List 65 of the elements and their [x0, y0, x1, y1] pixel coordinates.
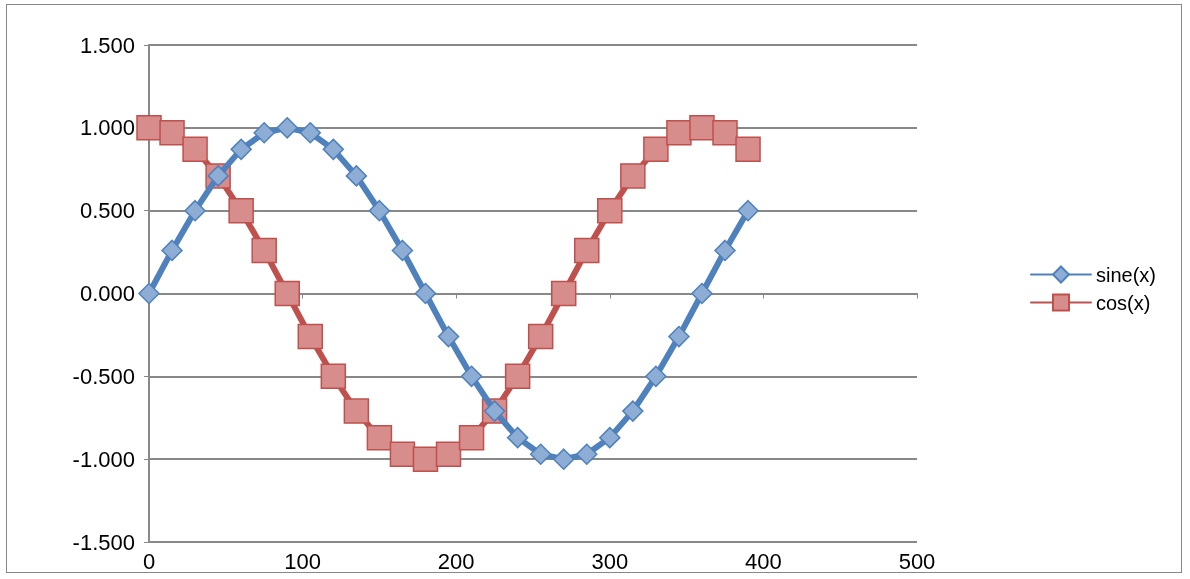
x-tick-label: 400	[745, 548, 782, 574]
point	[391, 239, 414, 262]
point	[389, 441, 416, 467]
point	[550, 280, 577, 307]
y-tick-label: 0.000	[79, 281, 135, 306]
point	[691, 282, 713, 305]
point	[643, 136, 669, 163]
point	[529, 443, 552, 465]
point	[737, 199, 759, 222]
x-tick-label: 500	[898, 548, 936, 574]
point	[599, 426, 621, 449]
point	[576, 443, 598, 465]
point	[345, 165, 368, 187]
point	[437, 325, 460, 348]
point	[297, 323, 324, 350]
point	[276, 117, 298, 139]
y-tick-label: 0.500	[79, 198, 135, 224]
point	[366, 424, 393, 451]
point	[622, 400, 644, 422]
point	[182, 136, 208, 163]
point	[435, 441, 462, 467]
point	[714, 239, 736, 262]
y-tick-label: 1.500	[79, 32, 135, 58]
point	[299, 122, 322, 144]
point	[460, 365, 483, 388]
x-tick-label: 200	[437, 548, 475, 574]
point	[689, 115, 715, 141]
point	[458, 424, 485, 451]
point	[666, 120, 692, 146]
y-tick-label: -0.500	[72, 363, 135, 389]
point	[506, 426, 529, 449]
legend-label: cos(x)	[1095, 291, 1151, 314]
point	[159, 120, 185, 146]
point	[368, 199, 391, 222]
point	[414, 282, 437, 305]
point	[184, 199, 206, 222]
point	[735, 136, 761, 163]
point	[552, 448, 575, 470]
point	[574, 237, 600, 264]
point	[274, 280, 300, 307]
point	[322, 138, 345, 161]
point	[343, 398, 370, 424]
point	[668, 325, 690, 348]
point	[138, 282, 160, 305]
point	[320, 363, 347, 390]
legend-label: sine(x)	[1095, 263, 1157, 286]
y-tick-label: -1.000	[72, 446, 135, 472]
point	[504, 363, 531, 390]
point	[136, 115, 162, 141]
point	[620, 163, 646, 189]
point	[228, 197, 254, 224]
y-tick-label: -1.500	[72, 529, 135, 555]
point	[712, 120, 738, 146]
point	[230, 138, 252, 161]
y-tick-label: 1.000	[79, 115, 135, 141]
point	[251, 237, 277, 264]
point	[412, 446, 439, 472]
point	[645, 365, 667, 388]
x-tick-label: 0	[142, 548, 156, 574]
point	[597, 197, 623, 224]
point	[161, 239, 183, 262]
x-tick-label: 300	[591, 548, 629, 574]
point	[527, 323, 554, 350]
point	[253, 122, 275, 144]
x-tick-label: 100	[284, 548, 321, 574]
